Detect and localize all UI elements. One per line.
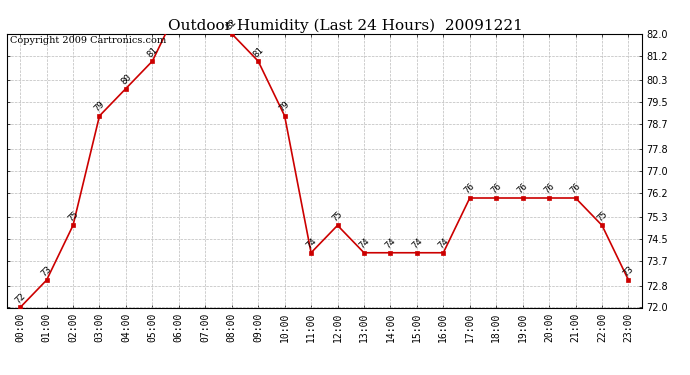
Text: 76: 76 bbox=[515, 182, 530, 196]
Text: 76: 76 bbox=[463, 182, 477, 196]
Text: 79: 79 bbox=[92, 100, 106, 114]
Text: 80: 80 bbox=[119, 72, 133, 86]
Text: 74: 74 bbox=[357, 237, 371, 250]
Text: 79: 79 bbox=[277, 100, 292, 114]
Text: 73: 73 bbox=[39, 264, 54, 278]
Text: 75: 75 bbox=[66, 209, 80, 223]
Text: 73: 73 bbox=[622, 264, 635, 278]
Text: 83: 83 bbox=[0, 374, 1, 375]
Text: 83: 83 bbox=[0, 374, 1, 375]
Text: 81: 81 bbox=[251, 45, 265, 59]
Text: 74: 74 bbox=[436, 237, 451, 250]
Text: 81: 81 bbox=[146, 45, 159, 59]
Text: 75: 75 bbox=[595, 209, 609, 223]
Text: 74: 74 bbox=[304, 237, 318, 250]
Text: 76: 76 bbox=[489, 182, 503, 196]
Text: 76: 76 bbox=[569, 182, 582, 196]
Text: 74: 74 bbox=[410, 237, 424, 250]
Text: 75: 75 bbox=[331, 209, 344, 223]
Text: 82: 82 bbox=[225, 18, 239, 32]
Text: 72: 72 bbox=[13, 291, 27, 305]
Text: Outdoor Humidity (Last 24 Hours)  20091221: Outdoor Humidity (Last 24 Hours) 2009122… bbox=[168, 19, 522, 33]
Text: 76: 76 bbox=[542, 182, 556, 196]
Text: 74: 74 bbox=[384, 237, 397, 250]
Text: Copyright 2009 Cartronics.com: Copyright 2009 Cartronics.com bbox=[10, 36, 166, 45]
